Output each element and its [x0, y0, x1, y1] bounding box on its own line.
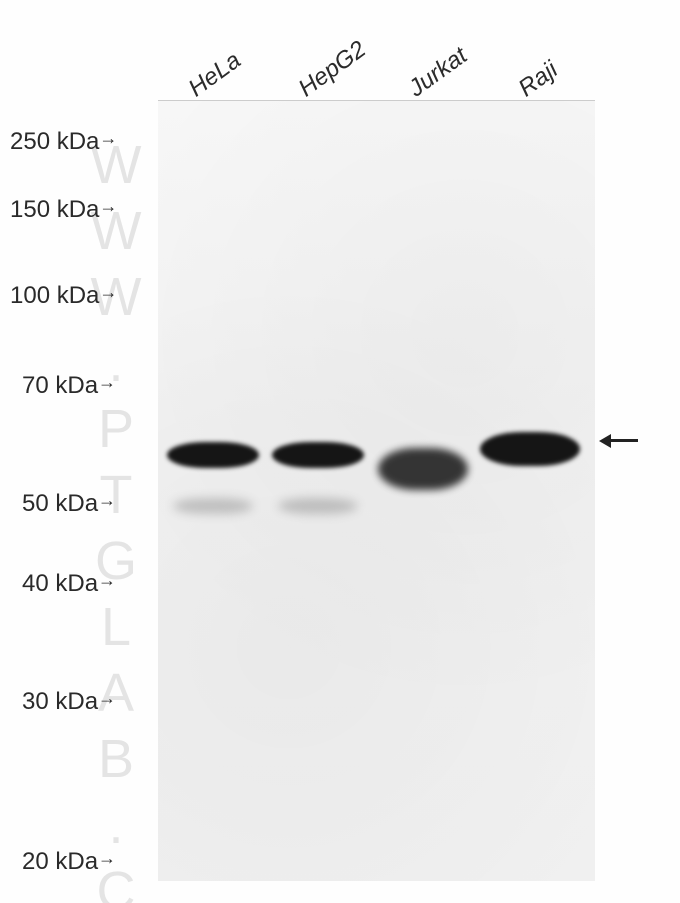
lane-label-hepg2: HepG2	[294, 36, 372, 103]
mw-marker-250: 250 kDa→	[10, 128, 99, 156]
faint-band-hepg2	[278, 498, 358, 514]
band-indicator-arrow	[608, 432, 648, 452]
mw-marker-100: 100 kDa→	[10, 282, 99, 310]
arrow-right-icon: →	[98, 372, 116, 393]
arrow-right-icon: →	[99, 282, 117, 303]
mw-marker-50: 50 kDa→	[22, 490, 98, 518]
band-jurkat	[378, 448, 468, 490]
arrow-right-icon: →	[98, 490, 116, 511]
mw-text: 50 kDa	[22, 490, 98, 517]
mw-text: 20 kDa	[22, 848, 98, 875]
mw-marker-150: 150 kDa→	[10, 196, 99, 224]
mw-marker-20: 20 kDa→	[22, 848, 98, 876]
arrow-right-icon: →	[99, 196, 117, 217]
lane-label-raji: Raji	[514, 56, 564, 103]
arrow-right-icon: →	[98, 570, 116, 591]
faint-band-hela	[173, 498, 253, 514]
mw-text: 100 kDa	[10, 282, 99, 309]
lane-label-hela: HeLa	[184, 47, 247, 103]
mw-marker-30: 30 kDa→	[22, 688, 98, 716]
mw-marker-40: 40 kDa→	[22, 570, 98, 598]
mw-text: 70 kDa	[22, 372, 98, 399]
band-hepg2	[272, 442, 364, 468]
mw-text: 250 kDa	[10, 128, 99, 155]
blot-membrane	[158, 100, 595, 881]
mw-text: 40 kDa	[22, 570, 98, 597]
arrow-right-icon: →	[99, 128, 117, 149]
arrow-right-icon: →	[98, 848, 116, 869]
band-hela	[167, 442, 259, 468]
watermark: WWW.PTGLAB.COM	[85, 135, 147, 903]
arrow-right-icon: →	[98, 688, 116, 709]
mw-text: 150 kDa	[10, 196, 99, 223]
mw-text: 30 kDa	[22, 688, 98, 715]
blot-texture	[158, 101, 595, 881]
band-raji	[480, 432, 580, 466]
blot-figure: WWW.PTGLAB.COM HeLa HepG2 Jurkat Raji 25…	[0, 0, 680, 903]
mw-marker-70: 70 kDa→	[22, 372, 98, 400]
lane-label-jurkat: Jurkat	[404, 42, 473, 103]
